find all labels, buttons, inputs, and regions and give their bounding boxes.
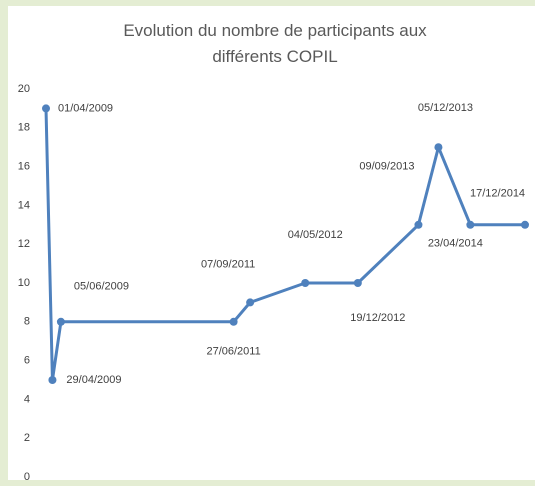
y-tick-label: 2 (24, 432, 30, 444)
y-tick-label: 8 (24, 316, 30, 328)
point (48, 376, 57, 384)
chart-title: Evolution du nombre de participants aux … (123, 21, 427, 66)
date-label: 09/09/2013 (359, 161, 414, 173)
y-tick-label: 0 (24, 471, 30, 483)
date-label: 07/09/2011 (201, 258, 255, 270)
date-label: 29/04/2009 (66, 374, 121, 386)
point (353, 279, 362, 287)
y-tick-label: 4 (24, 393, 30, 405)
y-tick-label: 20 (18, 83, 30, 95)
y-tick-label: 10 (18, 277, 30, 289)
date-label: 23/04/2014 (428, 238, 483, 250)
date-label: 19/12/2012 (350, 312, 405, 324)
y-tick-label: 18 (18, 122, 30, 134)
date-label: 01/04/2009 (58, 102, 113, 114)
point (414, 220, 423, 229)
date-label: 05/06/2009 (74, 281, 129, 293)
date-label: 17/12/2014 (470, 188, 525, 200)
point (246, 298, 255, 307)
y-tick-label: 6 (24, 355, 30, 367)
y-tick-label: 16 (18, 161, 30, 173)
chart-panel (8, 6, 535, 480)
date-label: 05/12/2013 (418, 102, 473, 114)
point (229, 317, 238, 326)
point (56, 317, 65, 326)
point (466, 220, 475, 229)
date-label: 04/05/2012 (288, 229, 343, 241)
point (42, 104, 50, 113)
point (521, 220, 529, 229)
y-tick-label: 12 (18, 238, 30, 250)
y-tick-label: 14 (18, 199, 30, 211)
point (301, 279, 310, 287)
point (434, 143, 443, 152)
date-label: 27/06/2011 (206, 346, 260, 358)
